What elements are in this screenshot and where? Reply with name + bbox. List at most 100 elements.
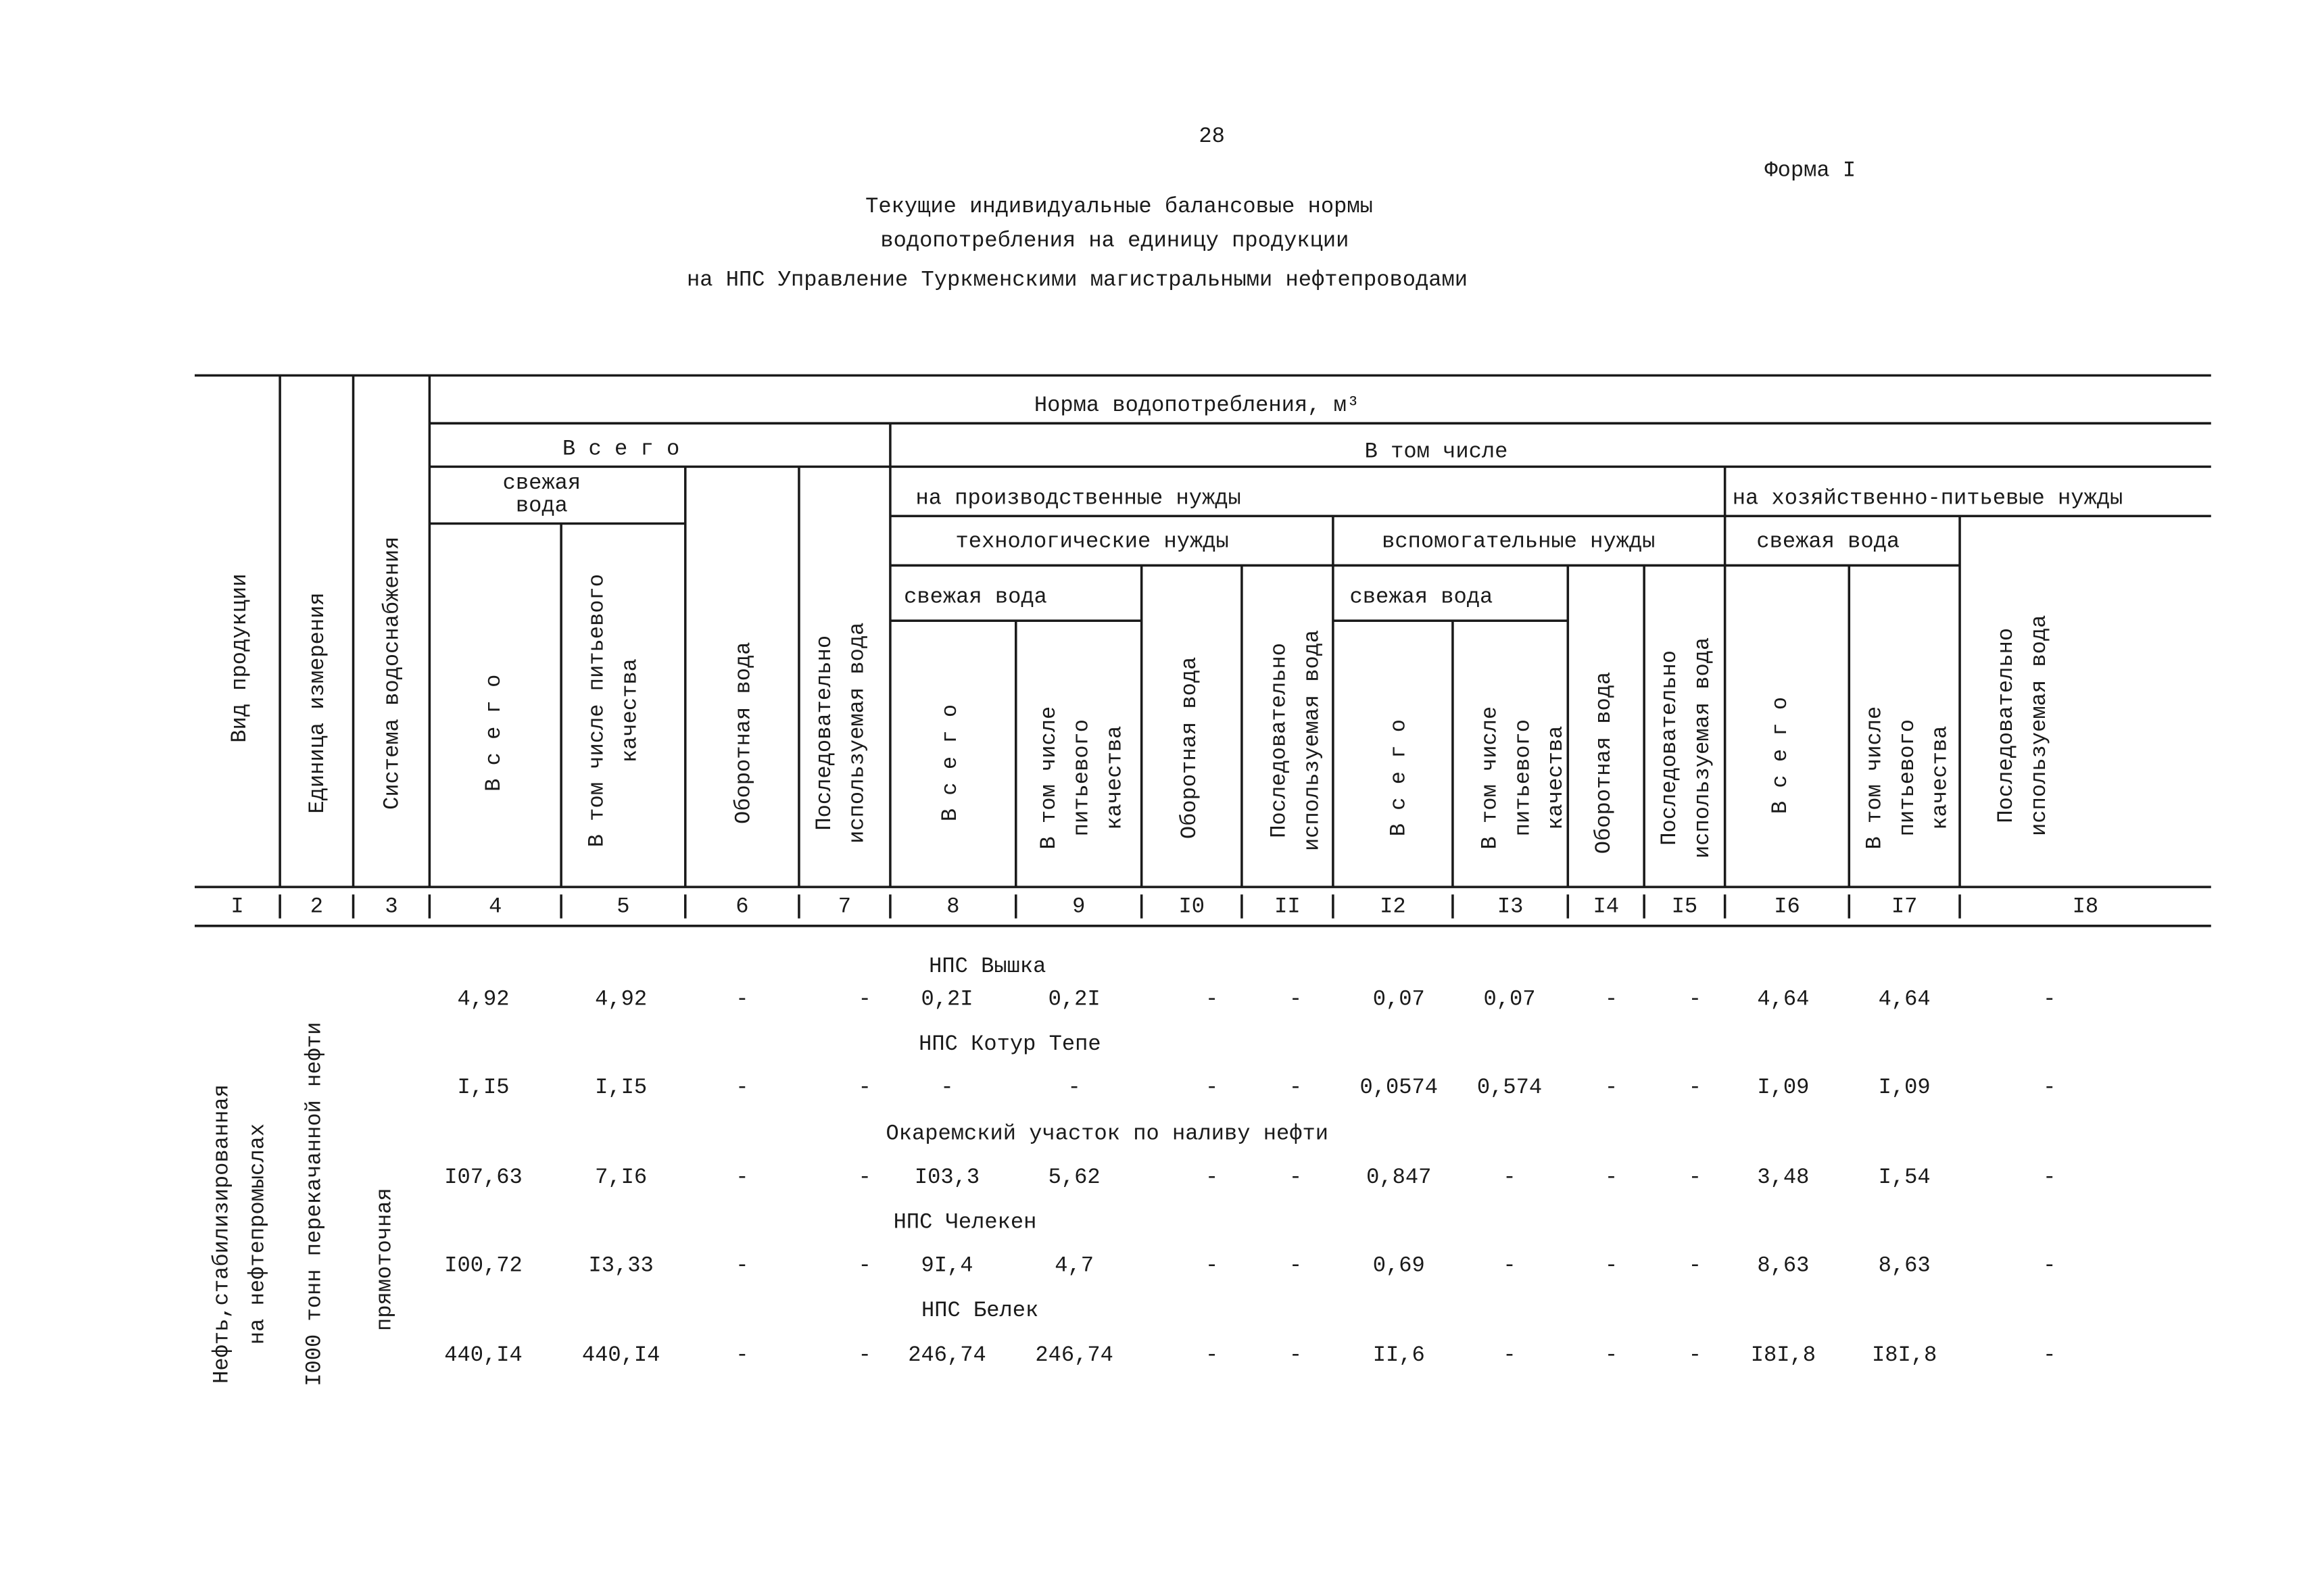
cell: 0,69	[1373, 1253, 1425, 1278]
header-norm: Норма водопотребления, м³	[1034, 393, 1359, 418]
cell: I00,72	[444, 1253, 523, 1278]
header-fresh: свежая вода	[1350, 584, 1493, 609]
column-header: В с е г о	[1768, 697, 1793, 814]
header-fresh: свежая вода	[904, 584, 1047, 609]
header-auxiliary: вспомогательные нужды	[1382, 529, 1655, 554]
cell: -	[1689, 1253, 1702, 1278]
column-number: I4	[1593, 894, 1619, 919]
header-fresh: свежая вода	[1756, 529, 1900, 554]
supply-label: прямоточная	[372, 1188, 397, 1331]
cell: -	[859, 1253, 871, 1278]
header-household: на хозяйственно-питьевые нужды	[1733, 485, 2123, 510]
column-header: питьевого	[1069, 719, 1094, 836]
column-header: В том числе питьевого	[585, 574, 610, 847]
column-header: используемая вода	[1690, 637, 1715, 859]
cell: -	[2043, 1165, 2056, 1190]
cell: I,I5	[458, 1075, 510, 1100]
cell: -	[1289, 1343, 1302, 1368]
column-number: 4	[489, 894, 502, 919]
cell: 440,I4	[444, 1343, 523, 1368]
cell: -	[1689, 1165, 1702, 1190]
cell: 4,7	[1055, 1253, 1094, 1278]
cell: -	[1205, 1165, 1218, 1190]
form-label: Форма I	[1764, 158, 1856, 183]
cell: -	[1205, 987, 1218, 1012]
cell: -	[735, 987, 748, 1012]
cell: -	[1689, 1343, 1702, 1368]
cell: 0,2I	[921, 987, 973, 1012]
cell: -	[2043, 1253, 2056, 1278]
column-header: В том числе	[1036, 706, 1061, 850]
cell: 0,847	[1366, 1165, 1431, 1190]
header-technological: технологические нужды	[956, 529, 1229, 554]
cell: -	[1503, 1343, 1516, 1368]
column-header: качества	[617, 658, 642, 763]
column-header: В том числе	[1862, 706, 1887, 850]
cell: -	[735, 1075, 748, 1100]
cell: -	[1605, 1253, 1618, 1278]
section-label: НПС Белек	[921, 1298, 1038, 1323]
cell: -	[859, 1165, 871, 1190]
cell: -	[1067, 1075, 1080, 1100]
product-label: Нефть,стабилизированная	[209, 1084, 234, 1384]
column-number: 8	[946, 894, 959, 919]
column-number: 3	[385, 894, 397, 919]
cell: II,6	[1373, 1343, 1425, 1368]
cell: -	[1605, 1075, 1618, 1100]
column-header: качества	[1102, 726, 1127, 830]
column-header: Последовательно	[812, 635, 837, 831]
cell: -	[859, 1343, 871, 1368]
cell: I3,33	[588, 1253, 653, 1278]
column-header: В с е г о	[938, 704, 963, 821]
cell: 5,62	[1048, 1165, 1101, 1190]
column-header: Вид продукции	[227, 573, 252, 742]
column-number: I7	[1891, 894, 1918, 919]
cell: 246,74	[908, 1343, 986, 1368]
column-header: качества	[1543, 726, 1568, 830]
column-number: I2	[1380, 894, 1406, 919]
product-label: на нефтепромыслах	[245, 1123, 270, 1345]
cell: -	[940, 1075, 953, 1100]
cell: 4,92	[458, 987, 510, 1012]
column-header: Система водоснабжения	[380, 537, 405, 810]
cell: -	[1689, 987, 1702, 1012]
header-including: В том числе	[1365, 439, 1508, 464]
title-line: водопотребления на единицу продукции	[880, 228, 1349, 253]
cell: I8I,8	[1872, 1343, 1937, 1368]
cell: I,I5	[595, 1075, 647, 1100]
column-header: Единица измерения	[305, 592, 330, 813]
cell: 9I,4	[921, 1253, 973, 1278]
header-production: на производственные нужды	[916, 485, 1241, 510]
column-number: 9	[1072, 894, 1085, 919]
column-number: 2	[310, 894, 323, 919]
column-header: питьевого	[1895, 719, 1920, 836]
title-line: Текущие индивидуальные балансовые нормы	[865, 194, 1373, 219]
cell: I07,63	[444, 1165, 523, 1190]
cell: -	[859, 1075, 871, 1100]
cell: -	[735, 1253, 748, 1278]
column-header: Последовательно	[1657, 650, 1682, 846]
section-label: НПС Челекен	[894, 1209, 1037, 1234]
cell: 3,48	[1757, 1165, 1809, 1190]
cell: 0,0574	[1359, 1075, 1438, 1100]
section-label: НПС Вышка	[929, 954, 1046, 979]
cell: I,09	[1757, 1075, 1809, 1100]
column-header: Оборотная вода	[1177, 657, 1202, 840]
section-label: НПС Котур Тепе	[919, 1032, 1101, 1057]
cell: -	[735, 1165, 748, 1190]
cell: -	[1205, 1075, 1218, 1100]
column-header: В с е г о	[1386, 719, 1412, 836]
column-number: I	[231, 894, 243, 919]
header-total: В с е г о	[562, 436, 679, 461]
cell: 4,92	[595, 987, 647, 1012]
cell: -	[735, 1343, 748, 1368]
column-header: используемая вода	[2027, 615, 2052, 836]
column-header: В с е г о	[481, 675, 506, 792]
column-number: I0	[1179, 894, 1205, 919]
column-header: Оборотная вода	[731, 642, 756, 824]
table-rules	[194, 374, 2211, 927]
cell: 0,07	[1373, 987, 1425, 1012]
column-header: питьевого	[1510, 719, 1535, 836]
cell: 0,2I	[1048, 987, 1101, 1012]
